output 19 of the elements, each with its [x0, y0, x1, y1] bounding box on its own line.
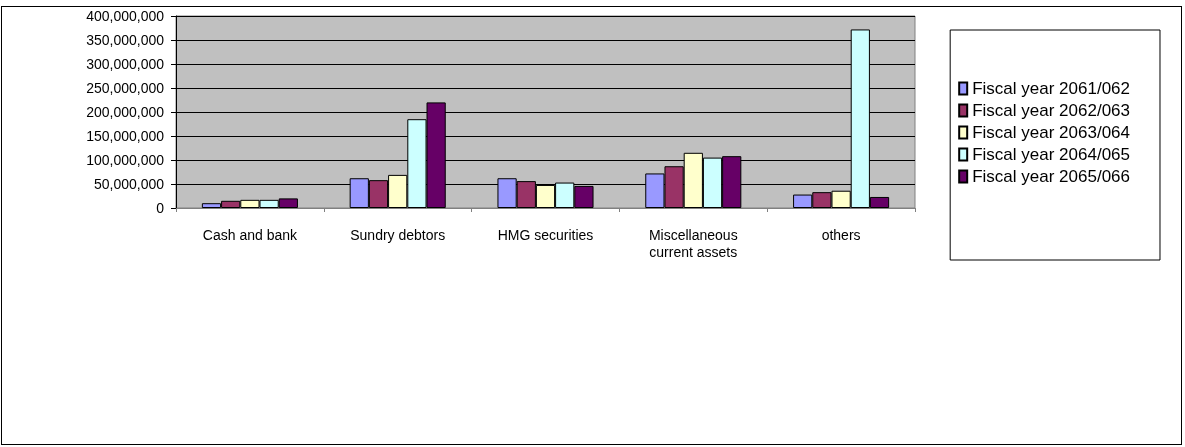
y-tick-label: 250,000,000: [86, 80, 165, 96]
y-tick-label: 350,000,000: [86, 32, 165, 48]
x-tick-label: Sundry debtors: [350, 226, 446, 243]
legend-label: Fiscal year 2063/064: [972, 123, 1131, 142]
y-tick-label: 200,000,000: [86, 104, 165, 120]
legend-label: Fiscal year 2062/063: [972, 101, 1131, 120]
x-tick-label: Miscellaneous current assets: [648, 226, 738, 260]
y-tick-label: 100,000,000: [86, 152, 165, 168]
x-tick-label: HMG securities: [497, 226, 594, 243]
x-tick-label: others: [821, 226, 861, 243]
y-tick-label: 150,000,000: [86, 128, 165, 144]
legend-label: Fiscal year 2061/062: [972, 79, 1131, 98]
x-tick-label: Cash and bank: [202, 226, 298, 243]
y-tick-label: 300,000,000: [86, 56, 165, 72]
y-tick-label: 400,000,000: [86, 8, 165, 24]
legend-label: Fiscal year 2065/066: [972, 167, 1131, 186]
legend-label: Fiscal year 2064/065: [972, 145, 1131, 164]
y-tick-label: 0: [156, 200, 165, 216]
y-tick-label: 50,000,000: [93, 176, 165, 192]
